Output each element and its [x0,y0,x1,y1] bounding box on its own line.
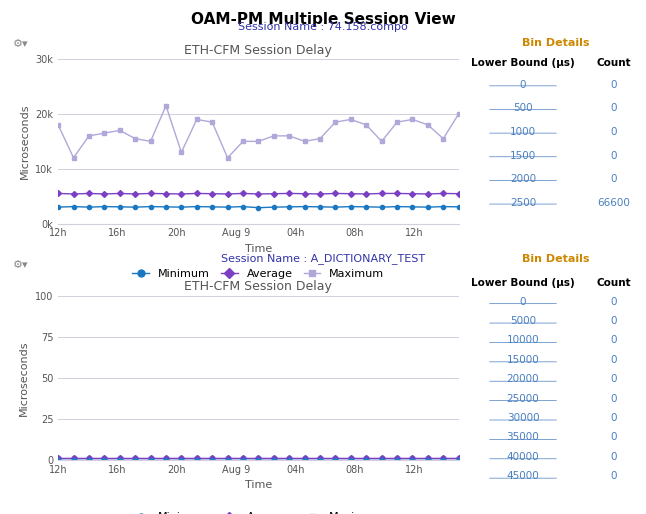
Legend: Minimum, Average, Maximum: Minimum, Average, Maximum [128,265,389,284]
Text: 0: 0 [610,374,617,384]
Text: 5000: 5000 [510,316,536,326]
Text: 45000: 45000 [506,471,539,481]
Text: 66600: 66600 [597,198,630,208]
Text: 1500: 1500 [510,151,536,160]
Text: Session Name : 74.158.compo: Session Name : 74.158.compo [238,22,408,32]
Text: 0: 0 [610,432,617,442]
Text: Count: Count [596,58,630,68]
Text: ⚙▾: ⚙▾ [13,39,28,48]
Text: 0: 0 [610,151,617,160]
Text: Lower Bound (µs): Lower Bound (µs) [471,58,575,68]
Text: Session Name : A_DICTIONARY_TEST: Session Name : A_DICTIONARY_TEST [221,253,425,264]
Text: 35000: 35000 [506,432,539,442]
Text: ⚙▾: ⚙▾ [13,260,28,269]
Text: OAM-PM Multiple Session View: OAM-PM Multiple Session View [191,12,455,27]
Text: 0: 0 [610,80,617,89]
Text: 0: 0 [610,355,617,365]
Text: 0: 0 [610,316,617,326]
Text: Bin Details: Bin Details [522,38,589,47]
Text: 0: 0 [610,394,617,403]
Text: Bin Details: Bin Details [522,254,589,264]
Text: 0: 0 [610,413,617,423]
Text: 0: 0 [520,297,526,306]
Text: Count: Count [596,278,630,288]
Text: 0: 0 [610,297,617,306]
Title: ETH-CFM Session Delay: ETH-CFM Session Delay [185,280,332,293]
Text: 0: 0 [610,335,617,345]
Title: ETH-CFM Session Delay: ETH-CFM Session Delay [185,44,332,57]
Y-axis label: Microseconds: Microseconds [19,340,29,415]
Text: 0: 0 [610,103,617,113]
X-axis label: Time: Time [245,244,272,254]
Text: 1000: 1000 [510,127,536,137]
Y-axis label: Microseconds: Microseconds [20,104,30,179]
Text: 30000: 30000 [506,413,539,423]
Text: 2500: 2500 [510,198,536,208]
Text: 500: 500 [513,103,533,113]
Text: 0: 0 [520,80,526,89]
X-axis label: Time: Time [245,481,272,490]
Text: 25000: 25000 [506,394,539,403]
Text: 10000: 10000 [506,335,539,345]
Text: Lower Bound (µs): Lower Bound (µs) [471,278,575,288]
Text: 0: 0 [610,471,617,481]
Text: 0: 0 [610,127,617,137]
Text: 40000: 40000 [506,452,539,462]
Text: 2000: 2000 [510,174,536,184]
Text: 0: 0 [610,452,617,462]
Text: 20000: 20000 [506,374,539,384]
Legend: Minimum, Average, Maximum: Minimum, Average, Maximum [128,508,389,514]
Text: 0: 0 [610,174,617,184]
Text: 15000: 15000 [506,355,539,365]
